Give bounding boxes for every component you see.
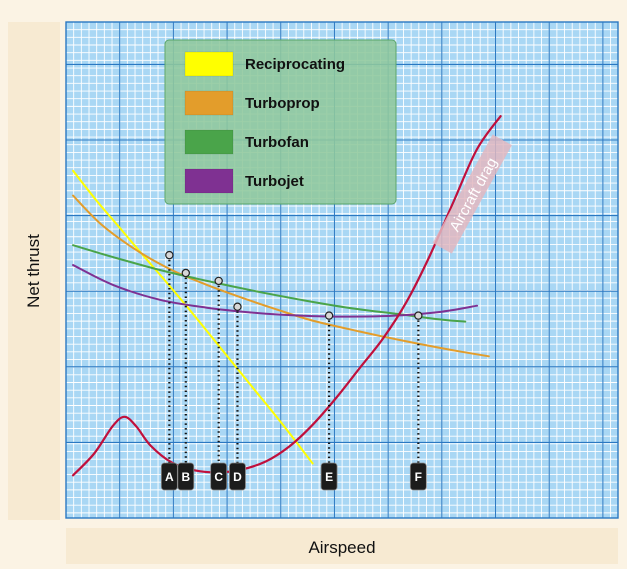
x-axis-label-box (66, 528, 618, 564)
drag-curve (71, 115, 502, 477)
marker-tag (160, 462, 178, 491)
drag-label-background (432, 134, 512, 254)
marker-tag (320, 462, 338, 491)
legend-swatch (184, 51, 234, 77)
plot-border (65, 21, 619, 519)
marker-point (414, 311, 423, 320)
marker-tag (409, 462, 427, 491)
marker-label: A (165, 470, 174, 484)
legend-swatch (184, 168, 234, 194)
marker-label: C (214, 470, 223, 484)
legend-swatch (184, 90, 234, 116)
marker-label: F (415, 470, 422, 484)
marker-point (324, 311, 334, 320)
legend: Reciprocating Turboprop Turbofan Turbojet (164, 39, 397, 205)
marker-label: D (233, 470, 242, 484)
legend-label: Turboprop (245, 95, 320, 112)
legend-label: Turbofan (245, 134, 309, 151)
marker-point (165, 250, 174, 260)
marker-point (214, 276, 223, 286)
series-line (72, 194, 490, 358)
x-axis-label: Airspeed (308, 538, 376, 557)
marker-tag (210, 462, 228, 491)
legend-label: Reciprocating (245, 56, 345, 73)
marker-label: B (181, 470, 190, 484)
series-line (72, 169, 314, 465)
marker-tag (229, 462, 246, 491)
marker-label: E (325, 470, 333, 484)
legend-background (164, 39, 397, 205)
legend-swatch (184, 129, 234, 155)
marker-point (233, 302, 242, 311)
y-axis-label-box (8, 22, 60, 520)
marker-tag (177, 462, 195, 491)
legend-label: Turbojet (245, 173, 304, 190)
marker-point (181, 268, 190, 278)
